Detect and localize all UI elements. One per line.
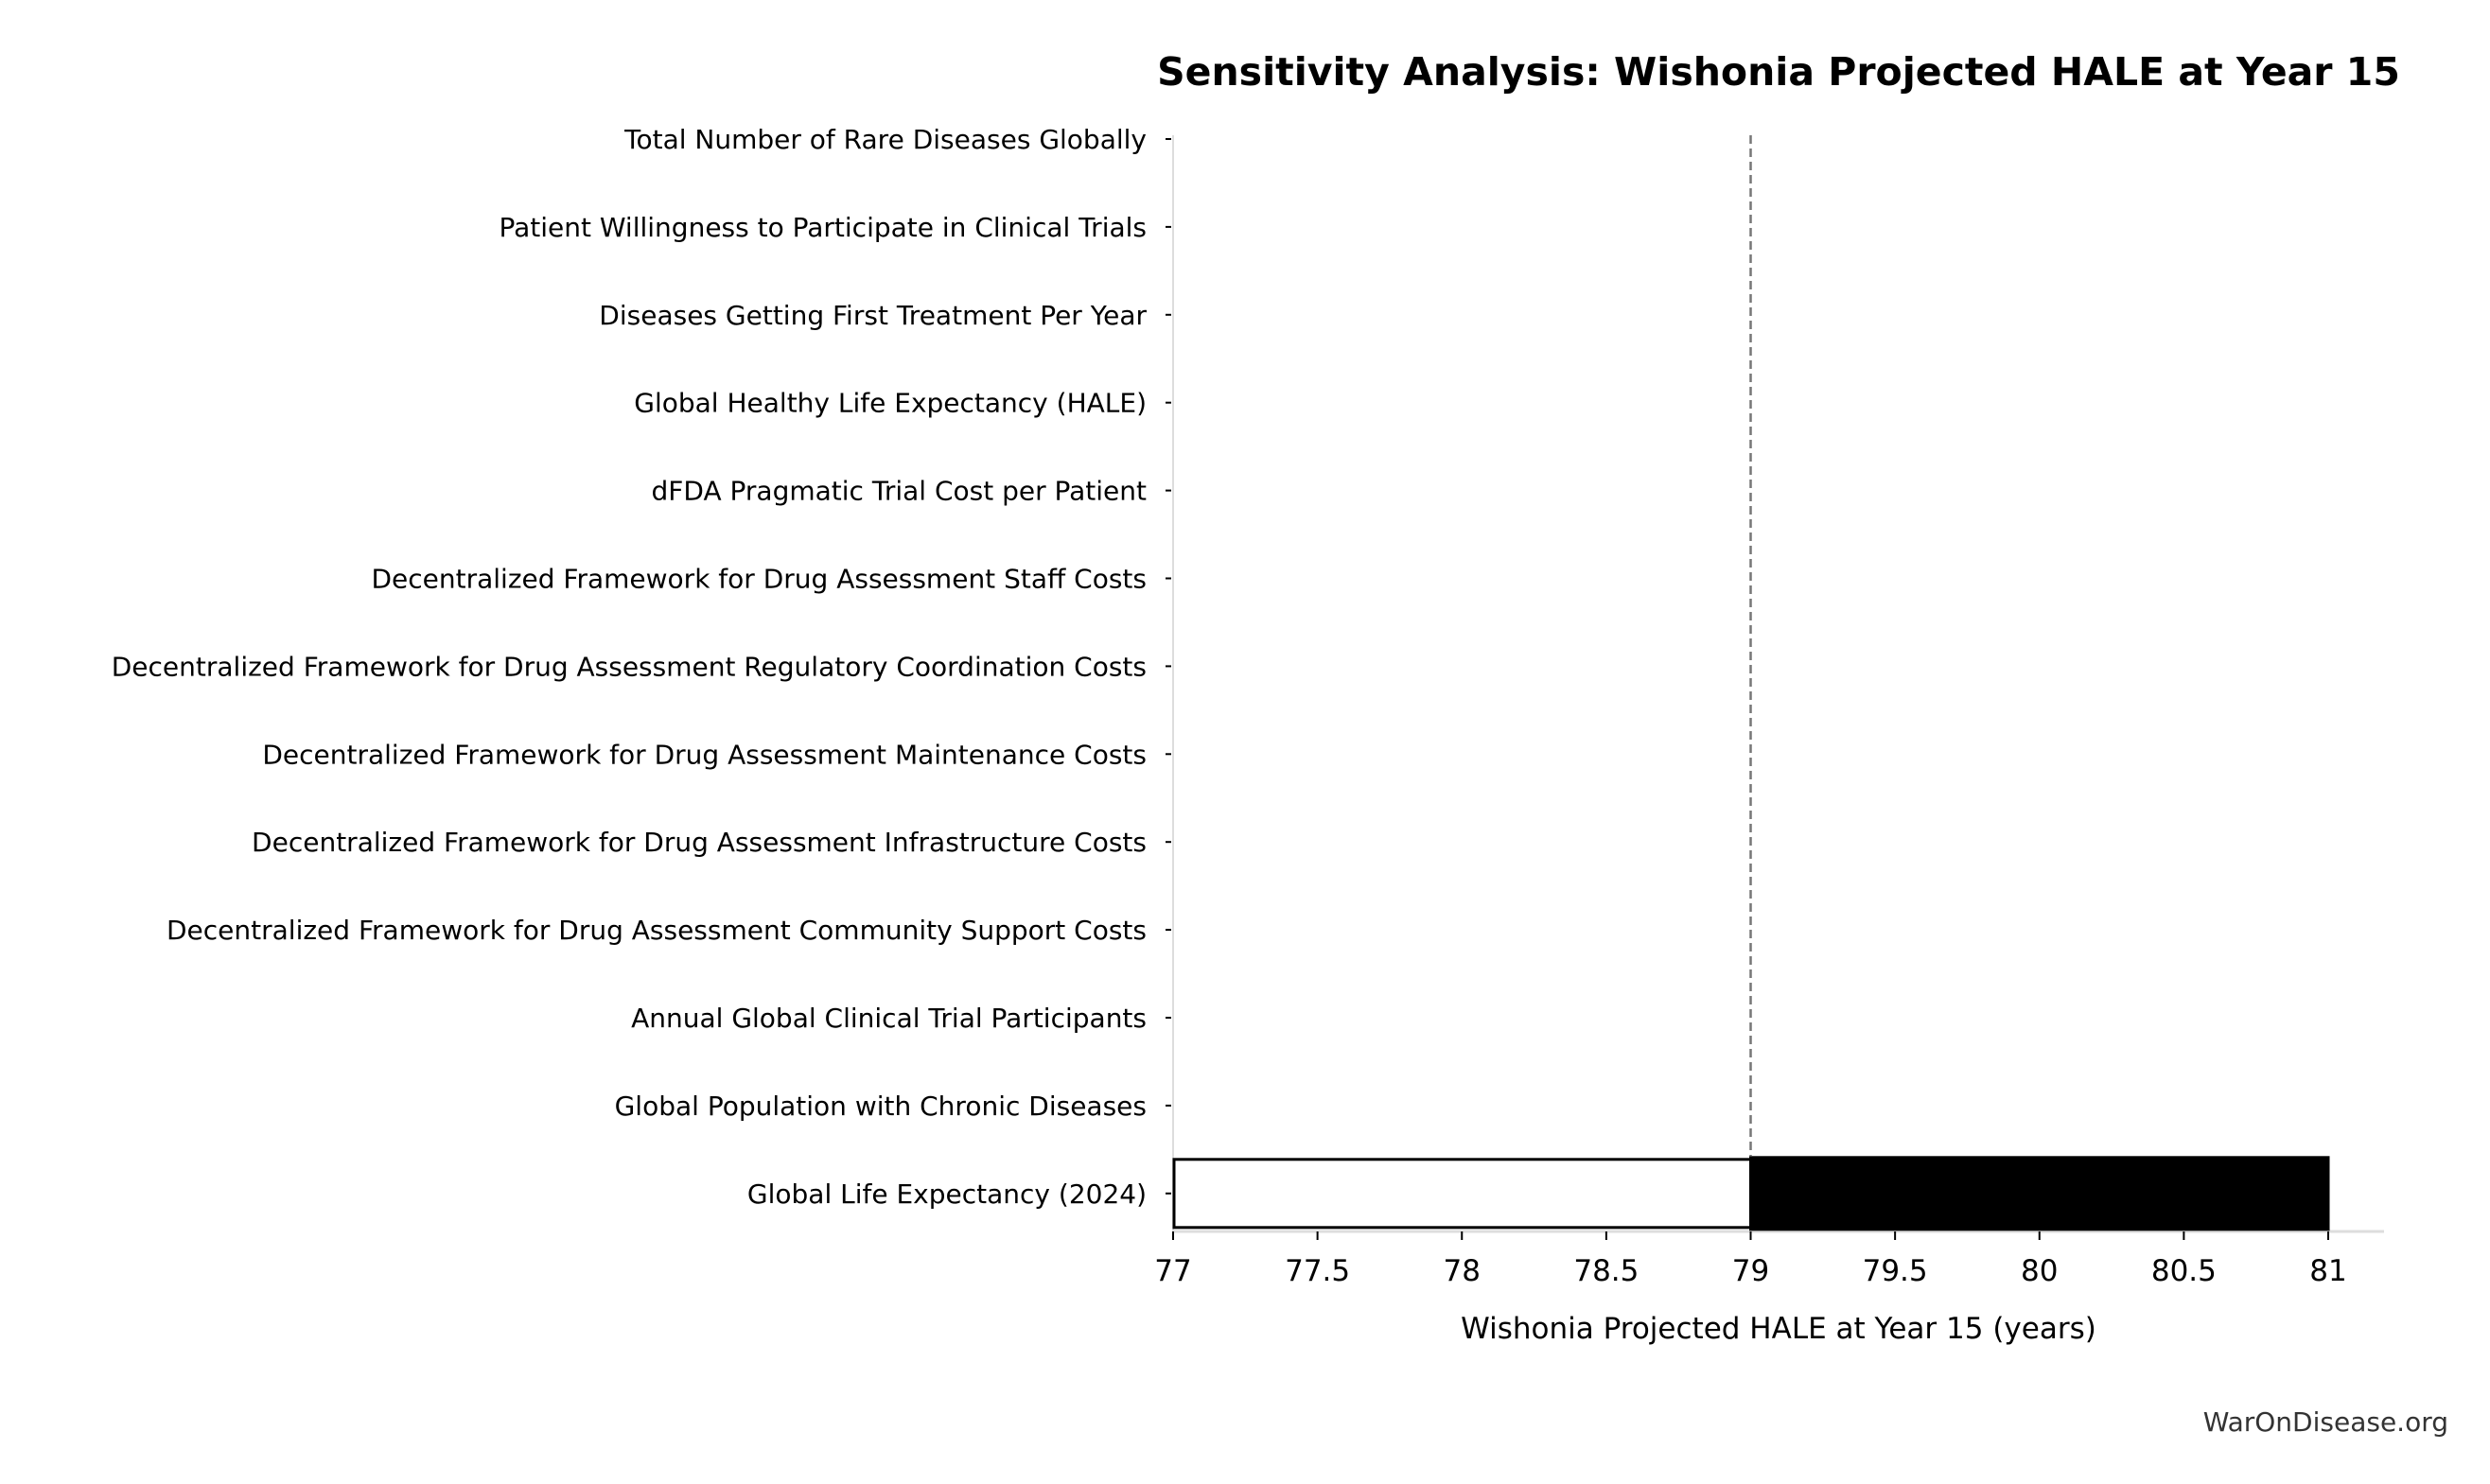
y-tick-label: Global Life Expectancy (2024)	[747, 1178, 1147, 1210]
bar-high	[1749, 1156, 2330, 1231]
x-tick-label: 80	[2021, 1254, 2058, 1288]
y-tick-label: Diseases Getting First Treatment Per Yea…	[599, 300, 1147, 331]
y-tick-label: dFDA Pragmatic Trial Cost per Patient	[652, 476, 1148, 507]
x-tick-label: 77.5	[1285, 1254, 1350, 1288]
y-tick-label: Decentralized Framework for Drug Assessm…	[167, 915, 1147, 946]
bar-low	[1172, 1158, 1752, 1230]
x-tick-label: 78.5	[1573, 1254, 1639, 1288]
x-tick-label: 81	[2309, 1254, 2346, 1288]
x-tick-label: 79	[1732, 1254, 1769, 1288]
x-tick-label: 79.5	[1863, 1254, 1928, 1288]
y-tick-label: Decentralized Framework for Drug Assessm…	[371, 564, 1147, 595]
y-tick-label: Global Healthy Life Expectancy (HALE)	[634, 388, 1147, 419]
y-tick-label: Decentralized Framework for Drug Assessm…	[252, 827, 1147, 858]
chart-title: Sensitivity Analysis: Wishonia Projected…	[1157, 49, 2400, 95]
watermark: WarOnDisease.org	[2203, 1406, 2448, 1438]
y-tick-label: Patient Willingness to Participate in Cl…	[499, 212, 1147, 243]
x-tick-label: 78	[1444, 1254, 1481, 1288]
x-tick-label: 80.5	[2151, 1254, 2217, 1288]
y-tick-label: Total Number of Rare Diseases Globally	[623, 124, 1147, 155]
y-tick-label: Decentralized Framework for Drug Assessm…	[262, 739, 1147, 770]
x-axis-label: Wishonia Projected HALE at Year 15 (year…	[1461, 1312, 2096, 1346]
y-tick-label: Global Population with Chronic Diseases	[615, 1091, 1147, 1122]
y-tick-label: Annual Global Clinical Trial Participant…	[631, 1003, 1147, 1034]
y-tick-label: Decentralized Framework for Drug Assessm…	[112, 651, 1147, 682]
x-tick-label: 77	[1154, 1254, 1191, 1288]
